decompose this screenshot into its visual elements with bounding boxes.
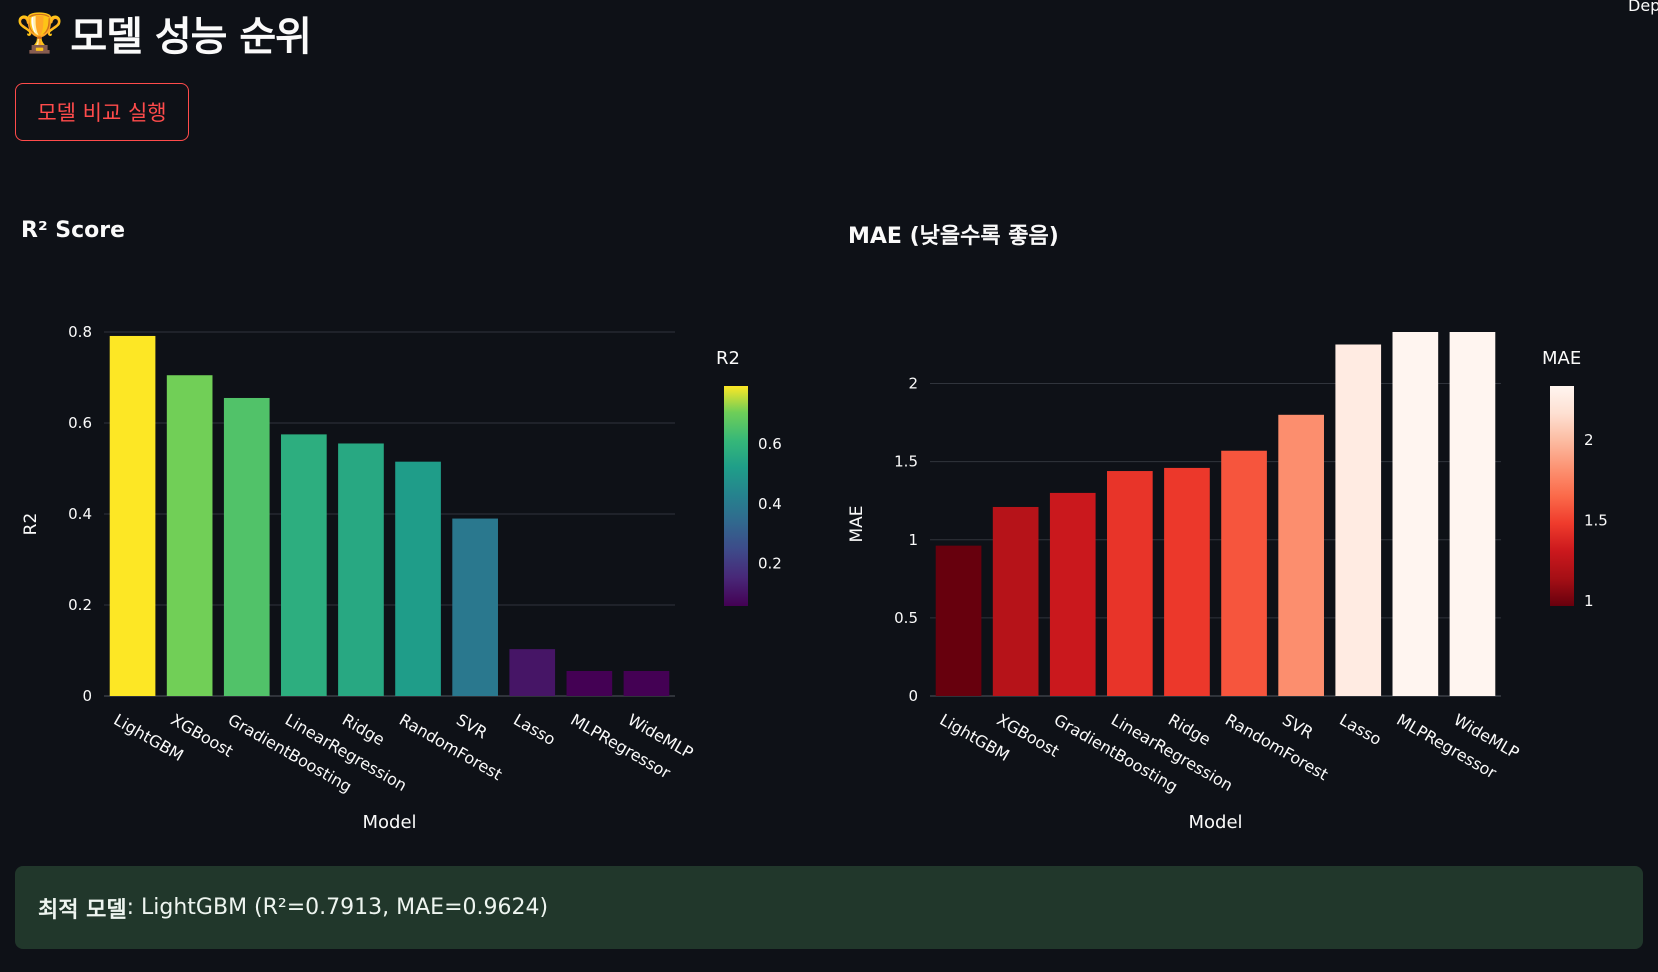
mae-bar xyxy=(1107,471,1153,696)
r2-colorbar-tick: 0.4 xyxy=(758,495,782,513)
r2-bar xyxy=(223,397,270,696)
r2-yaxis-title: R2 xyxy=(21,513,41,536)
mae-ytick-label: 0.5 xyxy=(894,609,918,627)
mae-chart-title: MAE (낮을수록 좋음) xyxy=(848,224,1059,249)
mae-xtick-label: MLPRegressor xyxy=(1393,710,1500,783)
mae-ytick-label: 1 xyxy=(908,531,918,549)
mae-bar xyxy=(1449,332,1496,696)
mae-xaxis-title: Model xyxy=(1188,812,1242,833)
r2-ytick-label: 0.6 xyxy=(68,414,92,432)
r2-bar xyxy=(395,461,441,696)
mae-xtick-label: Lasso xyxy=(1336,710,1385,749)
mae-colorbar-tick: 2 xyxy=(1584,431,1594,449)
r2-colorbar-tick: 0.6 xyxy=(758,435,782,453)
r2-xaxis-title: Model xyxy=(362,812,416,833)
mae-xtick-label: SVR xyxy=(1279,710,1316,743)
mae-yaxis-title: MAE xyxy=(847,505,867,542)
deploy-button[interactable]: Deploy xyxy=(1628,0,1658,15)
mae-colorbar-tick: 1.5 xyxy=(1584,512,1608,530)
mae-bar xyxy=(1392,332,1439,696)
r2-colorbar-title: R2 xyxy=(716,348,740,369)
r2-bar xyxy=(509,649,556,696)
r2-colorbar xyxy=(724,386,748,606)
best-model-label: 최적 모델 xyxy=(38,897,127,923)
mae-bar xyxy=(992,506,1039,696)
r2-bar xyxy=(109,335,156,696)
r2-bar xyxy=(623,670,670,696)
r2-colorbar-tick: 0.2 xyxy=(758,555,782,573)
mae-ytick-label: 1.5 xyxy=(894,453,918,471)
mae-colorbar-tick: 1 xyxy=(1584,592,1594,610)
mae-bar xyxy=(1164,467,1210,696)
best-model-banner: 최적 모델 : LightGBM (R²=0.7913, MAE=0.9624) xyxy=(15,866,1643,949)
r2-ytick-label: 0.8 xyxy=(68,323,92,341)
page-title-text: 모델 성능 순위 xyxy=(70,14,312,60)
mae-ytick-label: 2 xyxy=(908,375,918,393)
r2-bar xyxy=(338,443,384,696)
r2-bar xyxy=(452,518,498,696)
mae-bar xyxy=(1049,492,1096,696)
r2-bar xyxy=(166,375,213,696)
r2-bar xyxy=(281,434,327,696)
page-title: 🏆 모델 성능 순위 xyxy=(16,4,312,62)
best-model-text: : LightGBM (R²=0.7913, MAE=0.9624) xyxy=(126,895,549,920)
mae-bar xyxy=(1278,414,1324,696)
compare-models-button[interactable]: 모델 비교 실행 xyxy=(15,83,189,141)
mae-bar xyxy=(935,545,982,696)
mae-colorbar xyxy=(1550,386,1574,606)
r2-ytick-label: 0.2 xyxy=(68,596,92,614)
mae-bar xyxy=(1335,344,1382,696)
mae-ytick-label: 0 xyxy=(908,687,918,705)
r2-ytick-label: 0.4 xyxy=(68,505,92,523)
r2-ytick-label: 0 xyxy=(82,687,92,705)
trophy-icon: 🏆 xyxy=(16,10,63,55)
bottom-strip xyxy=(0,966,1658,972)
mae-bar xyxy=(1221,450,1267,696)
mae-colorbar-title: MAE xyxy=(1542,348,1581,369)
r2-bar xyxy=(566,670,613,696)
mae-xtick-label: RandomForest xyxy=(1222,710,1331,784)
r2-chart-title: R² Score xyxy=(21,218,126,243)
